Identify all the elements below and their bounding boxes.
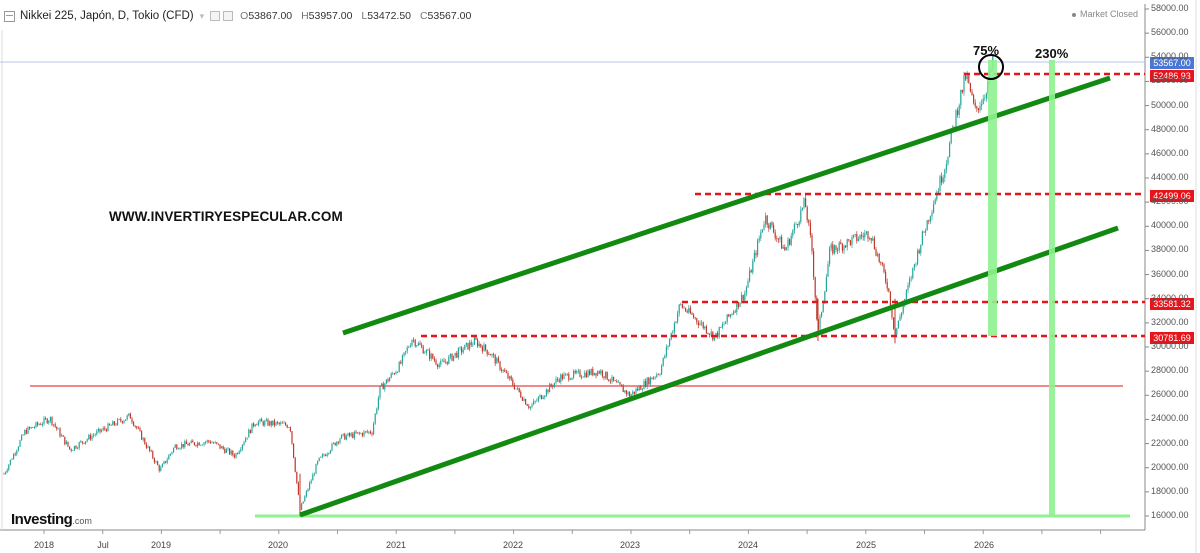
price-tag-resistance: 52486.93 xyxy=(1150,69,1194,82)
x-tick-label: 2026 xyxy=(973,540,995,550)
chart-header: Nikkei 225, Japón, D, Tokio (CFD) ▾ O538… xyxy=(4,8,471,24)
y-tick-label: 58000.00 xyxy=(1151,3,1189,13)
y-tick-label: 36000.00 xyxy=(1151,268,1189,279)
candlestick-series[interactable] xyxy=(3,54,994,516)
annotation-230pct: 230% xyxy=(1035,46,1069,61)
y-tick-label: 20000.00 xyxy=(1151,461,1189,472)
y-tick-label: 28000.00 xyxy=(1151,365,1189,376)
y-tick-label: 30000.00 xyxy=(1151,341,1189,351)
y-tick-label: 38000.00 xyxy=(1151,244,1189,255)
price-tag-support: 30781.69 xyxy=(1150,331,1194,344)
status-dot-icon xyxy=(1071,12,1076,17)
dropdown-caret-icon[interactable]: ▾ xyxy=(199,10,205,21)
low-value: 53472.50 xyxy=(367,10,412,22)
instrument-title[interactable]: Nikkei 225, Japón, D, Tokio (CFD) xyxy=(20,10,194,22)
open-label: O xyxy=(240,10,249,22)
target-bar-75pct xyxy=(988,60,997,336)
logo-suffix: .com xyxy=(72,516,92,526)
y-tick-label: 46000.00 xyxy=(1151,147,1189,158)
open-value: 53867.00 xyxy=(248,10,293,22)
x-tick-label: 2022 xyxy=(502,540,524,550)
y-tick-label: 42000.00 xyxy=(1151,196,1189,207)
x-tick-label: 2025 xyxy=(855,540,877,550)
market-status: Market Closed xyxy=(1071,9,1138,19)
lower-trend-channel-line[interactable] xyxy=(299,225,1119,518)
x-axis-ticks xyxy=(43,530,1102,534)
y-tick-label: 22000.00 xyxy=(1151,437,1189,448)
market-status-text: Market Closed xyxy=(1079,9,1138,19)
price-tag-current: 53567.00 xyxy=(1150,56,1194,69)
highlight-circle xyxy=(978,54,1004,80)
y-tick-label: 18000.00 xyxy=(1151,485,1189,496)
collapse-icon[interactable] xyxy=(4,10,15,22)
y-tick-label: 40000.00 xyxy=(1151,220,1189,231)
price-tag-support: 33581.32 xyxy=(1150,297,1194,310)
target-bar-230pct xyxy=(1049,60,1055,516)
y-tick-label: 50000.00 xyxy=(1151,99,1189,110)
close-label: C xyxy=(419,10,428,22)
y-axis-ticks xyxy=(1145,8,1149,517)
investing-logo: Investing.com xyxy=(11,511,92,528)
y-tick-label: 54000.00 xyxy=(1151,51,1189,62)
y-tick-label: 16000.00 xyxy=(1151,510,1189,520)
x-tick-label: 2024 xyxy=(737,540,759,550)
y-tick-label: 48000.00 xyxy=(1151,123,1189,134)
high-label: H xyxy=(301,10,309,22)
low-label: L xyxy=(361,10,368,22)
settings-box-icon[interactable] xyxy=(210,11,221,21)
upper-trend-channel-line[interactable] xyxy=(342,75,1111,336)
close-value: 53567.00 xyxy=(427,10,472,22)
logo-main: Investing xyxy=(11,511,73,528)
website-watermark: WWW.INVERTIRYESPECULAR.COM xyxy=(109,209,343,224)
high-value: 53957.00 xyxy=(308,10,353,22)
x-tick-label: Jul xyxy=(97,540,109,550)
y-tick-label: 26000.00 xyxy=(1151,389,1189,400)
annotation-75pct: 75% xyxy=(973,43,1000,58)
y-tick-label: 44000.00 xyxy=(1151,172,1189,182)
x-tick-label: 2018 xyxy=(33,540,55,550)
y-tick-label: 34000.00 xyxy=(1151,292,1189,303)
ohlc-values: O53867.00 H53957.00 L53472.50 C53567.00 xyxy=(240,10,471,22)
x-tick-label: 2019 xyxy=(150,540,172,550)
y-tick-label: 24000.00 xyxy=(1151,413,1189,424)
x-tick-label: 2023 xyxy=(619,540,641,550)
y-tick-label: 52000.00 xyxy=(1151,75,1189,86)
x-tick-label: 2021 xyxy=(385,540,407,550)
y-tick-label: 56000.00 xyxy=(1151,27,1189,38)
y-tick-label: 32000.00 xyxy=(1151,316,1189,327)
price-tag-resistance: 42499.06 xyxy=(1150,190,1194,203)
compare-box-icon[interactable] xyxy=(223,11,234,21)
x-tick-label: 2020 xyxy=(267,540,289,550)
